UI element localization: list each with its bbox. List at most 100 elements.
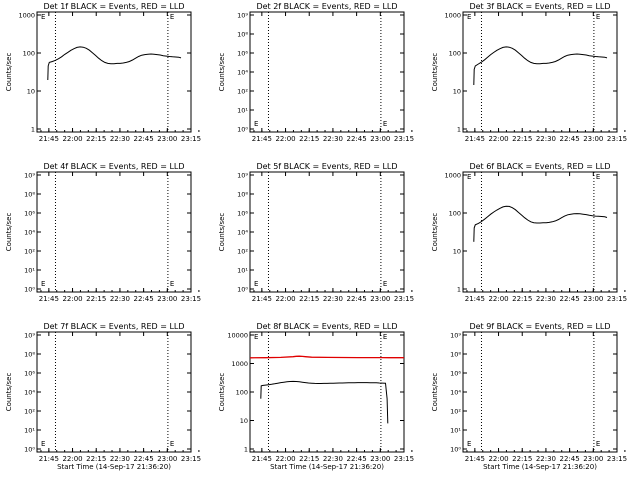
y-tick-label: 10⁹ xyxy=(24,332,35,340)
x-tick-label: 22:30 xyxy=(536,135,556,143)
chart-title: Det 2f BLACK = Events, RED = LLD xyxy=(256,2,397,11)
marker-tag: E xyxy=(254,333,258,341)
y-axis-label: Counts/sec xyxy=(431,53,439,92)
y-tick-label: 1000 xyxy=(444,12,461,20)
x-tick-label: 23:00 xyxy=(370,135,390,143)
y-tick-label: 10⁹ xyxy=(24,172,35,180)
marker-tag: E xyxy=(41,440,45,448)
x-tick-label: 22:30 xyxy=(536,295,556,303)
y-tick-label: 10⁶ xyxy=(450,370,461,378)
marker-tag: E xyxy=(467,440,471,448)
x-tick-label: 21:45 xyxy=(39,455,59,463)
x-tick-label: 22:00 xyxy=(62,295,82,303)
y-tick-label: 100 xyxy=(23,50,35,58)
y-tick-label: 10² xyxy=(24,408,35,416)
x-tick-label: 23:15 xyxy=(394,295,414,303)
x-tick-label: 22:15 xyxy=(86,135,106,143)
y-tick-label: 10 xyxy=(453,248,461,256)
events-series-line xyxy=(260,380,389,424)
x-tick-label: 22:30 xyxy=(323,295,343,303)
y-axis-label: Counts/sec xyxy=(218,213,226,252)
x-tick-label: 22:00 xyxy=(275,135,295,143)
x-tick-label: 23:00 xyxy=(370,295,390,303)
x-tick-label: 22:15 xyxy=(86,295,106,303)
y-tick-label: 10¹ xyxy=(450,427,461,435)
x-tick-label: 22:45 xyxy=(134,295,154,303)
x-tick-label: 23:00 xyxy=(157,295,177,303)
y-tick-label: 10⁹ xyxy=(237,12,248,20)
x-tick-label: 21:45 xyxy=(465,455,485,463)
x-tick-label: 22:30 xyxy=(110,455,130,463)
y-axis-label: Counts/sec xyxy=(5,53,13,92)
y-tick-label: 10⁴ xyxy=(24,389,35,397)
y-tick-label: 1 xyxy=(31,126,35,134)
x-tick-label: 22:00 xyxy=(488,135,508,143)
x-tick-label: 23:15 xyxy=(181,135,201,143)
y-tick-label: 1 xyxy=(457,126,461,134)
x-tick-label: 22:00 xyxy=(275,455,295,463)
x-tick-label: 22:00 xyxy=(62,455,82,463)
x-tick-label: 22:15 xyxy=(512,135,532,143)
x-tick-label: 22:30 xyxy=(323,455,343,463)
marker-tag: E xyxy=(383,333,387,341)
x-tick-label: 22:30 xyxy=(323,135,343,143)
x-tick-label: 22:45 xyxy=(560,455,580,463)
marker-tag: E xyxy=(254,280,258,288)
chart-title: Det 5f BLACK = Events, RED = LLD xyxy=(256,162,397,171)
y-tick-label: 10⁸ xyxy=(24,191,35,199)
plot-frame xyxy=(462,11,618,133)
y-axis-label: Counts/sec xyxy=(5,373,13,412)
x-tick-label: 21:45 xyxy=(465,295,485,303)
lld-series-line xyxy=(249,355,404,359)
x-tick-label: 22:15 xyxy=(299,455,319,463)
chart-title: Det 9f BLACK = Events, RED = LLD xyxy=(469,322,610,331)
marker-tag: E xyxy=(41,13,45,21)
x-tick-label: 22:30 xyxy=(536,455,556,463)
x-tick-label: 21:45 xyxy=(252,295,272,303)
x-tick-label: 21:45 xyxy=(252,135,272,143)
x-tick-label: 23:15 xyxy=(394,135,414,143)
y-tick-label: 10¹ xyxy=(237,107,248,115)
chart-panel-5: Det 5f BLACK = Events, RED = LLD 21:45 22:… xyxy=(218,162,414,303)
y-tick-label: 10⁴ xyxy=(237,69,248,77)
y-tick-label: 100 xyxy=(449,50,461,58)
x-tick-label: 21:45 xyxy=(39,295,59,303)
marker-tag: E xyxy=(170,13,174,21)
y-tick-label: 10⁸ xyxy=(24,351,35,359)
y-tick-label: 10 xyxy=(453,88,461,96)
chart-title: Det 7f BLACK = Events, RED = LLD xyxy=(43,322,184,331)
x-tick-label: 23:00 xyxy=(157,455,177,463)
x-axis-label: Start Time (14-Sep-17 21:36:20) xyxy=(57,463,171,471)
y-tick-label: 10² xyxy=(237,88,248,96)
x-tick-label: 21:45 xyxy=(465,135,485,143)
y-tick-label: 10⁰ xyxy=(24,446,35,454)
y-tick-label: 1000 xyxy=(444,172,461,180)
marker-tag: E xyxy=(254,120,258,128)
y-tick-label: 10⁰ xyxy=(237,126,248,134)
y-tick-label: 10⁶ xyxy=(237,210,248,218)
x-tick-label: 21:45 xyxy=(252,455,272,463)
y-tick-label: 100 xyxy=(449,210,461,218)
x-tick-label: 22:45 xyxy=(134,135,154,143)
y-tick-label: 10⁸ xyxy=(237,31,248,39)
marker-tag: E xyxy=(170,440,174,448)
x-tick-label: 23:00 xyxy=(583,295,603,303)
marker-tag: E xyxy=(467,13,471,21)
x-tick-label: 23:15 xyxy=(394,455,414,463)
x-tick-label: 23:00 xyxy=(157,135,177,143)
x-axis-label: Start Time (14-Sep-17 21:36:20) xyxy=(483,463,597,471)
marker-tag: E xyxy=(596,440,600,448)
chart-title: Det 1f BLACK = Events, RED = LLD xyxy=(43,2,184,11)
chart-title: Det 4f BLACK = Events, RED = LLD xyxy=(43,162,184,171)
plot-frame xyxy=(36,11,192,133)
marker-tag: E xyxy=(383,120,387,128)
y-tick-label: 10⁶ xyxy=(237,50,248,58)
marker-tag: E xyxy=(467,173,471,181)
x-tick-label: 23:15 xyxy=(607,135,627,143)
x-tick-label: 22:30 xyxy=(110,135,130,143)
y-tick-label: 10¹ xyxy=(24,267,35,275)
